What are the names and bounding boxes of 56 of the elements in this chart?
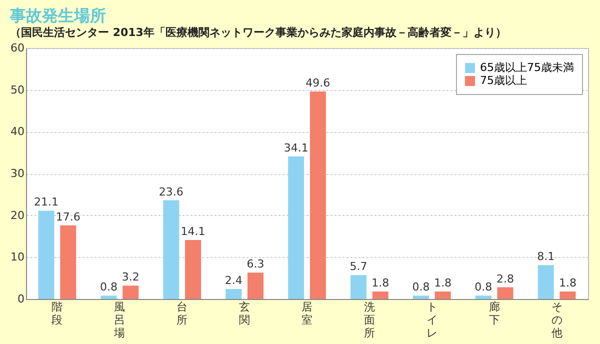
y-tick-label: 20 [10, 208, 24, 222]
legend-label: 75歳以上 [480, 74, 527, 87]
x-tick-label: 居室 [302, 300, 312, 326]
x-tick-label: 廊下 [488, 300, 500, 326]
y-tick-label: 40 [10, 125, 24, 138]
data-label: 1.8 [558, 276, 576, 290]
bar [100, 296, 117, 299]
x-tick-label: その他 [551, 300, 562, 340]
bar [38, 210, 54, 299]
y-tick-label: 50 [10, 83, 24, 96]
bar [538, 265, 554, 299]
data-label: 14.1 [180, 225, 206, 238]
chart-subtitle: （国民生活センター 2013年「医療機関ネットワーク事業からみた家庭内事故－高齢者変－」より） [10, 26, 506, 39]
data-label: 0.8 [100, 280, 118, 294]
data-label: 49.6 [306, 76, 330, 90]
chart-title: 事故発生場所 [9, 6, 106, 25]
y-tick-label: 10 [10, 250, 24, 264]
data-label: 3.2 [122, 270, 140, 284]
x-tick-label: トイレ [426, 300, 438, 340]
x-tick-label: 玄関 [239, 300, 250, 326]
legend-label: 65歳以上75歳未満 [480, 61, 574, 74]
bar [226, 288, 242, 299]
data-label: 23.6 [158, 185, 184, 198]
data-label: 17.6 [56, 210, 80, 224]
bar [475, 296, 492, 299]
x-tick-label: 階段 [52, 300, 63, 326]
data-label: 8.1 [537, 250, 555, 264]
bar [412, 296, 429, 299]
bar [60, 225, 76, 299]
data-label: 0.8 [412, 280, 430, 294]
data-label: 6.3 [246, 258, 264, 271]
bar [434, 291, 451, 299]
bar [185, 240, 202, 299]
data-label: 34.1 [284, 141, 308, 154]
bar [497, 287, 514, 299]
data-label: 2.8 [496, 272, 514, 286]
y-tick-label: 30 [10, 167, 24, 180]
bar [310, 92, 326, 299]
bar [163, 200, 180, 299]
data-label: 21.1 [34, 196, 59, 209]
bar [560, 291, 576, 299]
data-label: 5.7 [350, 260, 368, 274]
x-tick-label: 台所 [176, 300, 188, 326]
x-tick-label: 洗面所 [364, 300, 375, 340]
data-label: 0.8 [474, 280, 492, 294]
data-label: 2.4 [224, 274, 242, 287]
data-label: 1.8 [434, 276, 452, 290]
bar [122, 286, 139, 299]
x-tick-label: 風呂場 [113, 300, 126, 340]
bar [247, 272, 264, 299]
y-tick-label: 60 [10, 42, 24, 54]
bar [372, 291, 388, 299]
bar [350, 275, 367, 299]
bar [288, 156, 304, 299]
data-label: 1.8 [372, 276, 390, 290]
y-tick-label: 0 [18, 292, 24, 306]
